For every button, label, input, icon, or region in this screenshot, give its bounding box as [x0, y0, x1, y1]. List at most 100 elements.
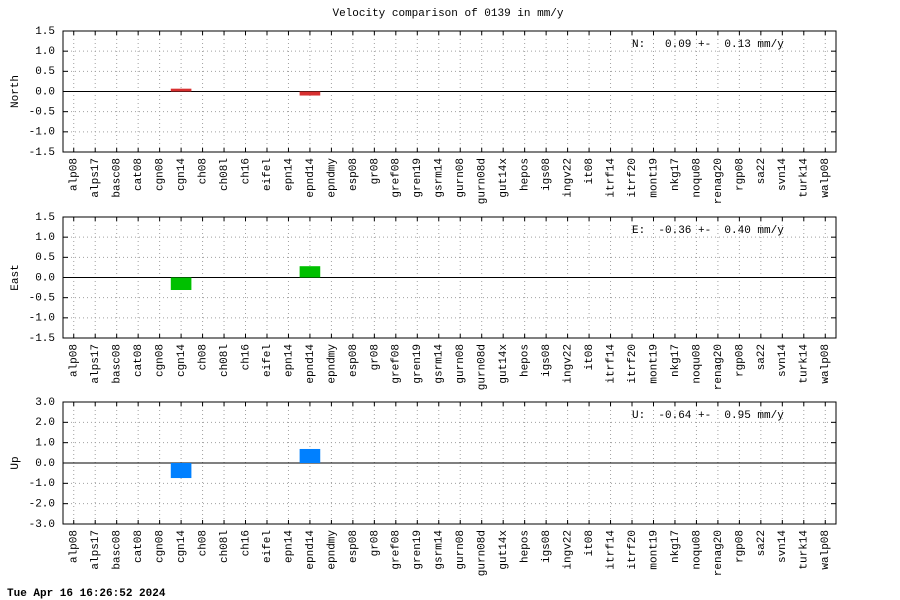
x-tick-label: renag20: [713, 158, 725, 204]
plot-frame: [62, 401, 837, 525]
x-tick-label: it08: [584, 530, 596, 556]
x-tick-label: igs08: [541, 530, 553, 563]
x-tick-label: nkg17: [670, 344, 682, 377]
x-tick-label: renag20: [713, 530, 725, 576]
x-tick-label: epnd14: [305, 530, 317, 570]
x-tick-label: walp08: [820, 158, 832, 198]
x-tick-label: cgn14: [176, 530, 188, 563]
timestamp: Tue Apr 16 16:26:52 2024: [7, 588, 166, 600]
x-tick-label: sa22: [756, 530, 768, 556]
x-tick-label: itrf14: [605, 530, 617, 570]
x-tick-label: gut14x: [498, 530, 510, 570]
x-tick-label: eifel: [262, 530, 274, 563]
x-tick-label: epnd14: [305, 158, 317, 198]
x-tick-label: gurn08d: [477, 344, 489, 390]
y-tick-label: -1.0: [29, 478, 55, 490]
plot-frame: [62, 30, 837, 153]
x-tick-label: cgn08: [155, 344, 167, 377]
x-tick-label: igs08: [541, 344, 553, 377]
y-tick-label: 1.0: [35, 46, 55, 58]
x-tick-label: noqu08: [691, 158, 703, 198]
x-tick-label: renag20: [713, 344, 725, 390]
x-tick-label: svn14: [777, 344, 789, 377]
y-tick-label: 1.0: [35, 232, 55, 244]
x-tick-label: turk14: [799, 530, 811, 570]
x-tick-label: cgn08: [155, 530, 167, 563]
x-tick-label: rgp08: [734, 530, 746, 563]
y-tick-label: 1.5: [35, 26, 55, 38]
y-tick-label: -1.5: [29, 333, 55, 345]
y-axis-label: East: [10, 264, 22, 290]
x-tick-label: gref08: [391, 344, 403, 384]
bar: [299, 448, 321, 463]
x-tick-label: nkg17: [670, 158, 682, 191]
x-tick-label: turk14: [799, 158, 811, 198]
x-tick-label: epndmy: [326, 158, 338, 198]
x-tick-label: hepos: [520, 158, 532, 191]
x-tick-label: esp08: [348, 344, 360, 377]
x-tick-label: basc08: [112, 344, 124, 384]
x-tick-label: itrf20: [627, 530, 639, 570]
x-tick-label: epn14: [283, 530, 295, 563]
x-tick-label: gurn08d: [477, 158, 489, 204]
x-tick-label: ch08l: [219, 530, 231, 563]
x-tick-label: itrf20: [627, 158, 639, 198]
y-tick-label: 2.0: [35, 417, 55, 429]
x-tick-label: ch08: [197, 158, 209, 184]
x-tick-label: alps17: [90, 530, 102, 570]
x-tick-label: gr08: [369, 344, 381, 370]
x-tick-label: gurn08: [455, 158, 467, 198]
y-tick-label: 1.0: [35, 438, 55, 450]
y-tick-label: 0.0: [35, 458, 55, 470]
y-tick-label: -0.5: [29, 107, 55, 119]
x-tick-label: cgn14: [176, 344, 188, 377]
y-tick-label: -2.0: [29, 499, 55, 511]
annotation: N: 0.09 +- 0.13 mm/y: [632, 39, 784, 51]
x-tick-label: svn14: [777, 530, 789, 563]
x-tick-label: ingv22: [563, 530, 575, 570]
x-tick-label: alp08: [69, 530, 81, 563]
y-tick-label: 0.5: [35, 252, 55, 264]
bar: [170, 463, 192, 479]
x-tick-label: epndmy: [326, 344, 338, 384]
x-tick-label: igs08: [541, 158, 553, 191]
y-tick-label: 0.0: [35, 86, 55, 98]
y-tick-label: -3.0: [29, 519, 55, 531]
y-tick-label: 0.5: [35, 66, 55, 78]
x-tick-label: epn14: [283, 344, 295, 377]
x-tick-label: noqu08: [691, 344, 703, 384]
x-tick-label: turk14: [799, 344, 811, 384]
x-tick-label: gsrm14: [434, 158, 446, 198]
y-tick-label: -1.5: [29, 147, 55, 159]
bar: [299, 266, 321, 278]
x-tick-label: sa22: [756, 158, 768, 184]
x-tick-label: mont19: [648, 158, 660, 198]
x-tick-label: mont19: [648, 344, 660, 384]
x-tick-label: ch16: [240, 158, 252, 184]
bar: [299, 91, 321, 96]
x-tick-label: gsrm14: [434, 530, 446, 570]
x-tick-label: it08: [584, 344, 596, 370]
x-tick-label: gurn08: [455, 344, 467, 384]
x-tick-label: gurn08: [455, 530, 467, 570]
x-tick-label: eifel: [262, 158, 274, 191]
x-tick-label: basc08: [112, 158, 124, 198]
x-tick-label: hepos: [520, 530, 532, 563]
x-tick-label: gref08: [391, 530, 403, 570]
x-tick-label: sa22: [756, 344, 768, 370]
bar: [170, 277, 192, 291]
x-tick-label: gr08: [369, 530, 381, 556]
x-tick-label: cgn08: [155, 158, 167, 191]
x-tick-label: gut14x: [498, 158, 510, 198]
x-tick-label: gurn08d: [477, 530, 489, 576]
x-tick-label: epn14: [283, 158, 295, 191]
x-tick-label: esp08: [348, 158, 360, 191]
x-tick-label: alps17: [90, 344, 102, 384]
x-tick-label: ch08: [197, 530, 209, 556]
y-tick-label: 3.0: [35, 397, 55, 409]
bar: [170, 88, 192, 92]
x-tick-label: ch08: [197, 344, 209, 370]
x-tick-label: noqu08: [691, 530, 703, 570]
x-tick-label: cat08: [133, 530, 145, 563]
